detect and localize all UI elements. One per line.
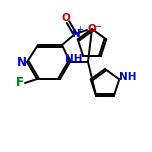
Text: −: − [94, 22, 102, 32]
Text: O: O [88, 24, 96, 34]
Text: NH: NH [65, 54, 83, 64]
Text: NH: NH [119, 72, 136, 82]
Text: F: F [16, 76, 24, 90]
Text: +: + [77, 24, 83, 33]
Text: O: O [62, 13, 70, 23]
Text: N: N [72, 29, 80, 39]
Text: N: N [17, 55, 27, 69]
